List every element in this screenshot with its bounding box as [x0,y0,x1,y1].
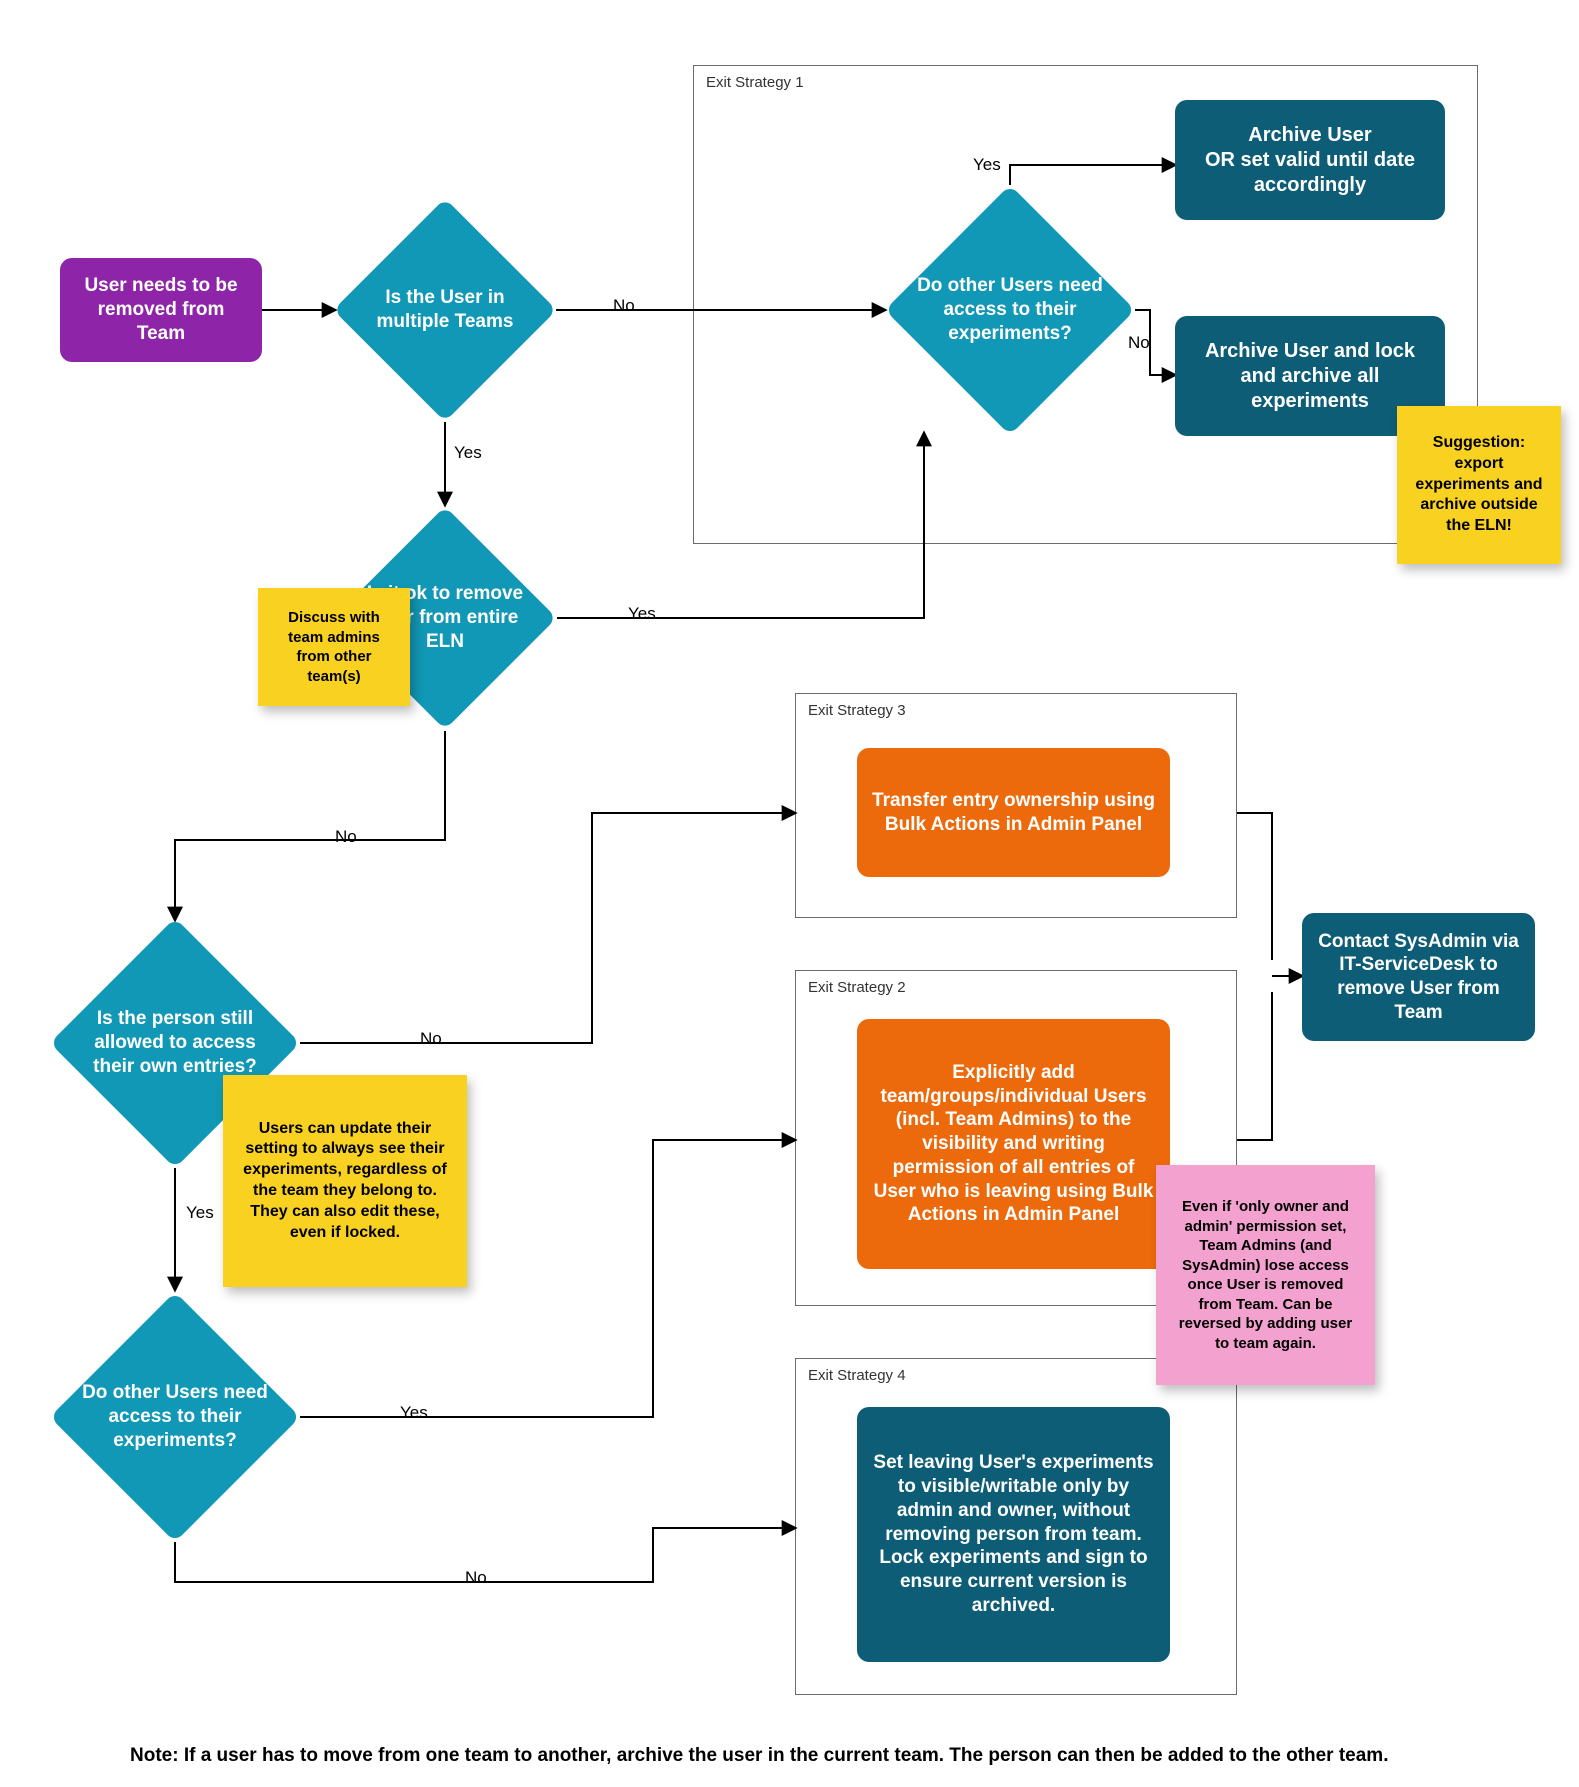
node-text: Transfer entry ownership using Bulk Acti… [869,789,1158,837]
panel-label: Exit Strategy 2 [808,979,906,996]
node-text: User needs to be removed from Team [72,274,250,345]
sticky-s_users: Users can update their setting to always… [223,1075,467,1287]
panel-label: Exit Strategy 1 [706,74,804,91]
node-es2_action: Explicitly add team/groups/individual Us… [857,1019,1170,1269]
edge [1237,992,1272,1140]
panel-label: Exit Strategy 4 [808,1367,906,1384]
node-text: Explicitly add team/groups/individual Us… [869,1061,1158,1227]
edge-label: No [465,1568,487,1588]
node-q_multi: Is the User in multiple Teams [333,198,556,421]
node-text: Set leaving User's experiments to visibl… [869,1451,1158,1617]
panel-label: Exit Strategy 3 [808,702,906,719]
node-es4_action: Set leaving User's experiments to visibl… [857,1407,1170,1662]
sticky-text: Even if 'only owner and admin' permissio… [1172,1197,1359,1353]
edge [175,731,445,920]
node-text: Contact SysAdmin via IT-ServiceDesk to r… [1314,930,1523,1025]
sticky-s_discuss: Discuss with team admins from other team… [258,588,410,706]
node-text: Do other Users need access to their expe… [50,1292,300,1542]
node-es3_action: Transfer entry ownership using Bulk Acti… [857,748,1170,877]
edge-label: No [335,827,357,847]
edge [1237,813,1272,960]
node-text: Is the User in multiple Teams [333,198,556,421]
edge [300,813,795,1043]
node-a_archive_valid: Archive User OR set valid until date acc… [1175,100,1445,220]
sticky-s_pink: Even if 'only owner and admin' permissio… [1156,1165,1375,1385]
edge-label: Yes [973,155,1001,175]
edge-label: No [420,1029,442,1049]
flowchart-canvas: Exit Strategy 1 Exit Strategy 3 Exit Strat… [0,0,1579,1787]
edge-label: No [1128,333,1150,353]
node-q_exp1: Do other Users need access to their expe… [885,185,1135,435]
sticky-text: Discuss with team admins from other team… [274,608,394,686]
sticky-s_suggest: Suggestion: export experiments and archi… [1397,406,1561,564]
sticky-text: Suggestion: export experiments and archi… [1413,433,1545,537]
node-text: Do other Users need access to their expe… [885,185,1135,435]
node-q_exp2: Do other Users need access to their expe… [50,1292,300,1542]
edge-label: No [613,296,635,316]
node-start: User needs to be removed from Team [60,258,262,362]
node-contact: Contact SysAdmin via IT-ServiceDesk to r… [1302,913,1535,1041]
edge-label: Yes [454,443,482,463]
node-text: Archive User OR set valid until date acc… [1187,123,1433,198]
edge-label: Yes [628,604,656,624]
edge-label: Yes [186,1203,214,1223]
node-text: Archive User and lock and archive all ex… [1187,339,1433,414]
footnote: Note: If a user has to move from one tea… [130,1745,1388,1767]
edge-label: Yes [400,1403,428,1423]
sticky-text: Users can update their setting to always… [239,1119,451,1244]
